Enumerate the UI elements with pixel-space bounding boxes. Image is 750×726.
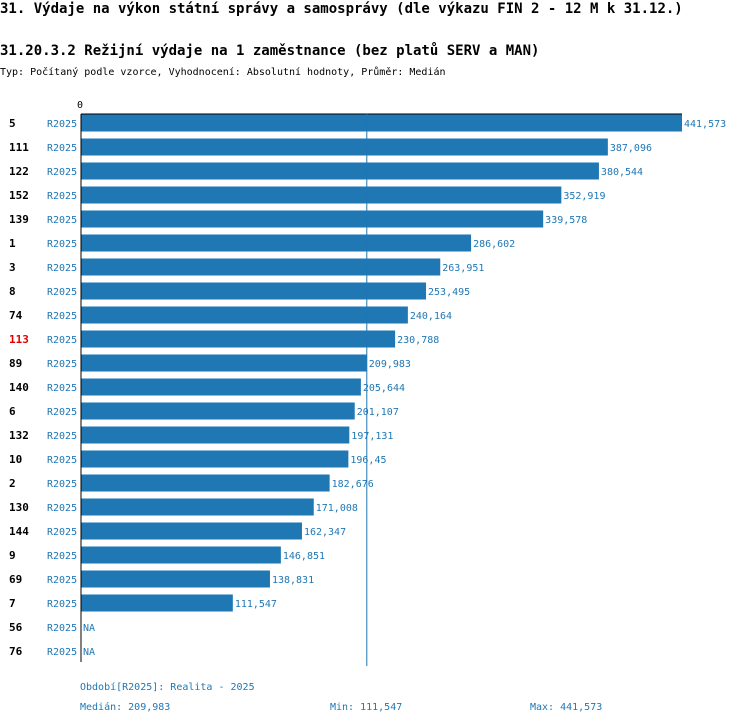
footer-max: Max: 441,573	[530, 702, 603, 713]
category-label: 2	[9, 477, 16, 490]
category-label: 76	[9, 645, 23, 658]
series-label: R2025	[47, 335, 77, 346]
series-label: R2025	[47, 383, 77, 394]
category-label: 89	[9, 357, 22, 370]
bar	[81, 186, 562, 204]
data-label: 209,983	[369, 359, 411, 370]
series-label: R2025	[47, 239, 77, 250]
x-tick-label: 0	[77, 100, 83, 111]
category-label: 130	[9, 501, 29, 514]
bar	[81, 594, 233, 612]
series-label: R2025	[47, 359, 77, 370]
series-label: R2025	[47, 263, 77, 274]
data-label: 380,544	[601, 167, 643, 178]
category-label: 9	[9, 549, 16, 562]
category-label: 111	[9, 141, 29, 154]
category-label: 7	[9, 597, 16, 610]
bar	[81, 474, 330, 492]
series-label: R2025	[47, 527, 77, 538]
category-label: 122	[9, 165, 29, 178]
data-label: 286,602	[473, 239, 515, 250]
category-label: 8	[9, 285, 16, 298]
data-label: 171,008	[316, 503, 358, 514]
bar	[81, 498, 314, 516]
category-label: 144	[9, 525, 29, 538]
chart-meta: Typ: Počítaný podle vzorce, Vyhodnocení:…	[0, 67, 446, 78]
category-label: 1	[9, 237, 16, 250]
bar-chart: 0 5 R2025 441,573 111 R2025 387,096 122 R2025 380…	[9, 100, 726, 666]
bar	[81, 570, 270, 588]
category-label: 5	[9, 117, 16, 130]
bar	[81, 426, 350, 444]
data-label: 263,951	[442, 263, 484, 274]
bar	[81, 114, 682, 132]
data-label: 205,644	[363, 383, 405, 394]
data-label: 441,573	[684, 119, 726, 130]
category-label: 56	[9, 621, 23, 634]
bar	[81, 450, 349, 468]
series-label: R2025	[47, 455, 77, 466]
data-label: 230,788	[397, 335, 439, 346]
bar	[81, 378, 361, 396]
series-label: R2025	[47, 551, 77, 562]
series-label: R2025	[47, 575, 77, 586]
data-label: 387,096	[610, 143, 652, 154]
bar	[81, 354, 367, 372]
category-label: 140	[9, 381, 29, 394]
data-label: NA	[83, 623, 95, 634]
series-label: R2025	[47, 407, 77, 418]
series-label: R2025	[47, 215, 77, 226]
category-label: 6	[9, 405, 16, 418]
series-label: R2025	[47, 191, 77, 202]
series-label: R2025	[47, 431, 77, 442]
data-label: 339,578	[545, 215, 587, 226]
data-label: 182,676	[332, 479, 374, 490]
category-label: 113	[9, 333, 29, 346]
page-title: 31. Výdaje na výkon státní správy a samo…	[0, 1, 683, 17]
footer-period: Období[R2025]: Realita - 2025	[80, 682, 255, 693]
data-label: 253,495	[428, 287, 470, 298]
data-label: 146,851	[283, 551, 325, 562]
bar	[81, 258, 441, 276]
series-label: R2025	[47, 503, 77, 514]
series-label: R2025	[47, 311, 77, 322]
bar	[81, 546, 281, 564]
data-label: 196,45	[350, 455, 386, 466]
category-label: 74	[9, 309, 23, 322]
bar	[81, 282, 427, 300]
bar	[81, 138, 608, 156]
bar	[81, 162, 599, 180]
category-label: 69	[9, 573, 22, 586]
series-label: R2025	[47, 119, 77, 130]
bar	[81, 330, 396, 348]
data-label: 352,919	[563, 191, 605, 202]
series-label: R2025	[47, 647, 77, 658]
data-label: 138,831	[272, 575, 314, 586]
series-label: R2025	[47, 287, 77, 298]
category-label: 152	[9, 189, 29, 202]
data-label: 240,164	[410, 311, 452, 322]
category-label: 3	[9, 261, 16, 274]
bar	[81, 306, 408, 324]
bar	[81, 210, 544, 228]
data-label: NA	[83, 647, 95, 658]
category-label: 139	[9, 213, 29, 226]
series-label: R2025	[47, 167, 77, 178]
footer-median: Medián: 209,983	[80, 702, 171, 713]
data-label: 197,131	[351, 431, 393, 442]
series-label: R2025	[47, 479, 77, 490]
series-label: R2025	[47, 599, 77, 610]
bar	[81, 402, 355, 420]
data-label: 201,107	[357, 407, 399, 418]
category-label: 132	[9, 429, 29, 442]
footer-min: Min: 111,547	[330, 702, 403, 713]
data-label: 111,547	[235, 599, 277, 610]
chart-subtitle: 31.20.3.2 Režijní výdaje na 1 zaměstnanc…	[0, 43, 540, 59]
bar	[81, 522, 302, 540]
bar	[81, 234, 472, 252]
series-label: R2025	[47, 623, 77, 634]
category-label: 10	[9, 453, 22, 466]
data-label: 162,347	[304, 527, 346, 538]
series-label: R2025	[47, 143, 77, 154]
